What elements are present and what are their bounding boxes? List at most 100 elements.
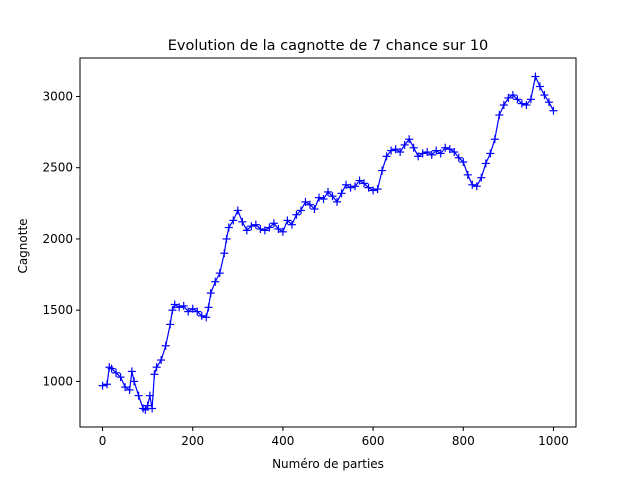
data-point	[305, 200, 314, 209]
data-point	[414, 152, 423, 161]
data-point	[337, 189, 346, 198]
y-axis: 1000 1500 2000 2500 3000	[42, 89, 80, 388]
data-point	[202, 313, 211, 322]
data-point	[477, 173, 486, 182]
data-point	[504, 93, 513, 102]
data-point	[351, 182, 360, 191]
data-point	[468, 180, 477, 189]
data-point	[405, 135, 414, 144]
data-point	[463, 170, 472, 179]
data-point	[355, 176, 364, 185]
y-tick-label: 2500	[42, 161, 73, 175]
data-point	[269, 219, 278, 228]
x-tick-label: 600	[362, 434, 385, 448]
data-point	[130, 377, 139, 386]
data-point	[373, 185, 382, 194]
y-tick-label: 1500	[42, 303, 73, 317]
data-point	[427, 150, 436, 159]
x-tick-label: 0	[99, 434, 107, 448]
data-point	[278, 227, 287, 236]
data-point	[314, 193, 323, 202]
data-point	[184, 307, 193, 316]
data-point	[287, 220, 296, 229]
data-point	[391, 145, 400, 154]
x-tick-label: 200	[181, 434, 204, 448]
data-point	[152, 363, 161, 372]
data-point	[215, 269, 224, 278]
data-point	[242, 226, 251, 235]
data-point	[141, 405, 150, 414]
data-point	[342, 180, 351, 189]
x-tick-label: 800	[452, 434, 475, 448]
data-point	[454, 153, 463, 162]
data-point	[296, 206, 305, 215]
data-point	[116, 373, 125, 382]
data-point	[378, 166, 387, 175]
data-point	[265, 223, 274, 232]
data-point	[238, 217, 247, 226]
data-point	[540, 91, 549, 100]
data-point	[531, 72, 540, 81]
data-point	[145, 391, 154, 400]
data-point	[107, 364, 116, 373]
series-line	[102, 74, 555, 411]
data-point	[310, 205, 319, 214]
data-point	[387, 146, 396, 155]
data-point	[283, 216, 292, 225]
x-axis-title: Numéro de parties	[272, 457, 384, 471]
data-point	[396, 148, 405, 157]
data-point	[535, 82, 544, 91]
data-point	[495, 110, 504, 119]
y-tick-label: 2000	[42, 232, 73, 246]
data-point	[441, 143, 450, 152]
data-point	[346, 183, 355, 192]
data-point	[382, 152, 391, 161]
data-point	[333, 197, 342, 206]
data-point	[125, 385, 134, 394]
data-point	[161, 341, 170, 350]
data-point	[168, 306, 177, 315]
plot-frame	[79, 57, 577, 428]
data-point	[292, 210, 301, 219]
data-point	[418, 149, 427, 158]
data-point	[517, 99, 526, 108]
data-point	[206, 289, 215, 298]
data-point	[486, 149, 495, 158]
data-point	[233, 206, 242, 215]
y-axis-title: Cagnotte	[16, 218, 30, 273]
data-point	[175, 303, 184, 312]
data-point	[274, 224, 283, 233]
data-point	[324, 187, 332, 196]
data-point	[188, 304, 197, 313]
chart-title: Evolution de la cagnotte de 7 chance sur…	[168, 38, 489, 54]
data-point	[260, 226, 269, 235]
data-point	[197, 311, 206, 320]
data-point	[400, 140, 409, 149]
data-point	[229, 216, 238, 225]
data-point	[526, 95, 535, 104]
data-point	[409, 143, 418, 152]
y-tick-label: 1000	[42, 374, 73, 388]
data-point	[549, 106, 558, 115]
data-point	[121, 383, 130, 392]
data-point	[204, 303, 213, 312]
x-tick-label: 400	[271, 434, 294, 448]
data-point	[224, 223, 233, 232]
data-point	[222, 234, 231, 243]
data-point	[360, 179, 369, 188]
data-point	[423, 148, 432, 157]
data-point	[127, 367, 136, 376]
data-point	[499, 101, 508, 110]
data-point	[328, 192, 337, 201]
data-point	[508, 91, 517, 100]
y-tick-label: 3000	[42, 89, 73, 103]
data-point	[450, 148, 459, 157]
data-point	[319, 195, 328, 204]
data-point	[445, 145, 454, 154]
data-point	[251, 220, 260, 229]
data-point	[150, 370, 159, 379]
data-point	[112, 368, 121, 377]
data-point	[436, 149, 445, 158]
x-axis: 0 200 400 600 800 1000	[99, 427, 569, 448]
data-point	[513, 95, 522, 104]
